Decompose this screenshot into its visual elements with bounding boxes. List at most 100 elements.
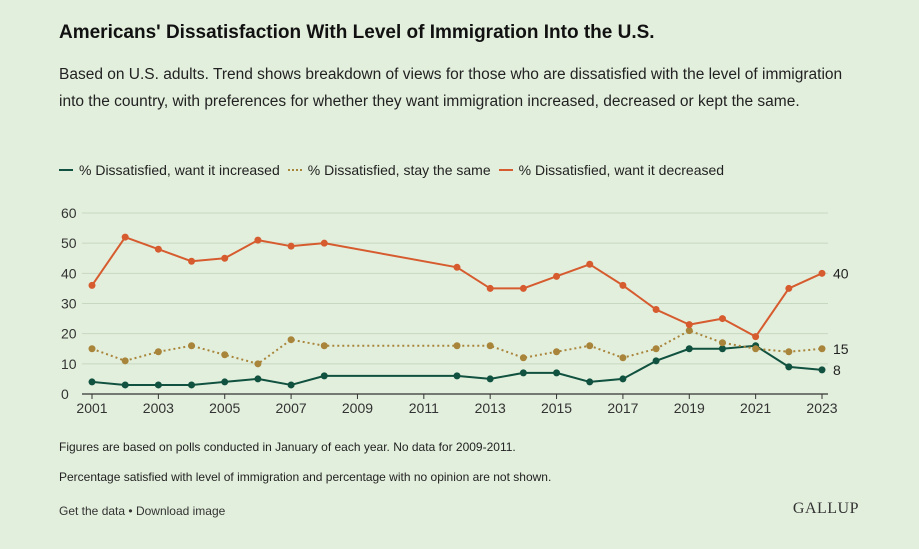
line-chart: 0 10 20 30 40 50 60 2001 2003 2005 2007 2009 2011 201… [61,205,849,416]
data-point-decreased [553,272,561,280]
data-point-decreased [586,260,594,268]
y-tick-label: 40 [61,265,77,281]
x-tick-label: 2007 [276,400,307,416]
data-point-same [121,357,129,365]
chart-subtitle: Based on U.S. adults. Trend shows breakd… [59,66,843,110]
legend-swatch-increased [59,169,73,171]
y-tick-label: 20 [61,326,77,342]
legend-swatch-same [287,169,302,171]
end-label-decreased: 40 [833,265,849,281]
x-tick-label: 2005 [209,400,240,416]
data-point-increased [486,375,494,383]
data-point-decreased [785,284,793,292]
data-point-increased [519,369,527,377]
data-point-decreased [188,257,196,265]
y-tick-label: 60 [61,205,77,221]
data-point-increased [188,381,196,389]
download-image-link[interactable]: Download image [135,504,226,518]
data-point-increased [320,372,328,380]
x-tick-label: 2013 [475,400,506,416]
x-tick-label: 2011 [409,400,439,416]
data-point-same [553,348,561,356]
data-point-decreased [254,236,262,244]
data-point-same [652,345,660,353]
data-point-increased [453,372,461,380]
data-point-decreased [486,284,494,292]
data-point-same [221,351,229,359]
legend-swatch-decreased [498,169,513,171]
footer-separator: • [128,504,133,518]
x-tick-label: 2019 [674,400,705,416]
get-data-link[interactable]: Get the data [59,504,126,518]
legend-item-same: % Dissatisfied, stay the same [287,162,491,178]
data-point-increased [718,345,726,353]
data-point-decreased [652,306,660,314]
footnote-not-shown: Percentage satisfied with level of immig… [59,470,552,484]
legend: % Dissatisfied, want it increased % Diss… [59,162,732,178]
legend-item-decreased: % Dissatisfied, want it decreased [498,162,725,178]
data-point-increased [818,366,826,374]
data-point-decreased [519,284,527,292]
data-point-same [88,345,96,353]
y-tick-label: 0 [61,386,69,402]
gallup-logo: GALLUP [792,500,859,517]
data-point-same [785,348,793,356]
end-label-same: 15 [833,341,849,357]
data-point-increased [652,357,660,365]
y-tick-label: 10 [61,356,77,372]
chart-title: Americans' Dissatisfaction With Level of… [59,22,655,43]
data-point-decreased [453,263,461,271]
data-point-decreased [619,281,627,289]
data-point-same [752,345,760,353]
data-point-increased [121,381,129,389]
data-point-same [154,348,162,356]
end-label-increased: 8 [833,362,841,378]
data-point-same [287,336,295,344]
data-point-decreased [221,254,229,262]
y-tick-label: 50 [61,235,77,251]
x-tick-label: 2001 [76,400,107,416]
data-point-decreased [154,245,162,253]
data-point-increased [586,378,594,386]
data-point-same [453,342,461,350]
x-tick-label: 2021 [740,400,771,416]
footnote-polls: Figures are based on polls conducted in … [59,440,516,454]
data-point-increased [154,381,162,389]
x-tick-label: 2003 [143,400,174,416]
data-point-increased [221,378,229,386]
legend-label-decreased: % Dissatisfied, want it decreased [518,162,725,178]
data-point-same [818,345,826,353]
data-point-decreased [88,281,96,289]
data-point-increased [553,369,561,377]
data-point-decreased [818,269,826,277]
data-point-decreased [752,333,760,341]
data-point-same [619,354,627,362]
data-point-decreased [287,242,295,250]
x-tick-label: 2009 [342,400,373,416]
data-point-same [254,360,262,368]
data-point-increased [619,375,627,383]
x-tick-label: 2015 [541,400,572,416]
series-line-increased [91,344,823,386]
data-point-increased [287,381,295,389]
data-point-increased [785,363,793,371]
series-line-same [91,329,823,365]
footer-links: Get the data • Download image [59,504,225,518]
data-point-same [519,354,527,362]
x-tick-label: 2017 [607,400,638,416]
series-line-decreased [91,236,823,338]
data-point-same [718,339,726,347]
legend-label-increased: % Dissatisfied, want it increased [79,162,280,178]
data-point-same [586,342,594,350]
y-tick-label: 30 [61,296,77,312]
data-point-same [320,342,328,350]
data-point-decreased [121,233,129,241]
legend-item-increased: % Dissatisfied, want it increased [59,162,280,178]
x-tick-label: 2023 [806,400,837,416]
data-point-decreased [685,321,693,329]
data-point-increased [685,345,693,353]
data-point-same [685,327,693,335]
data-point-same [188,342,196,350]
data-point-decreased [320,239,328,247]
data-point-same [486,342,494,350]
